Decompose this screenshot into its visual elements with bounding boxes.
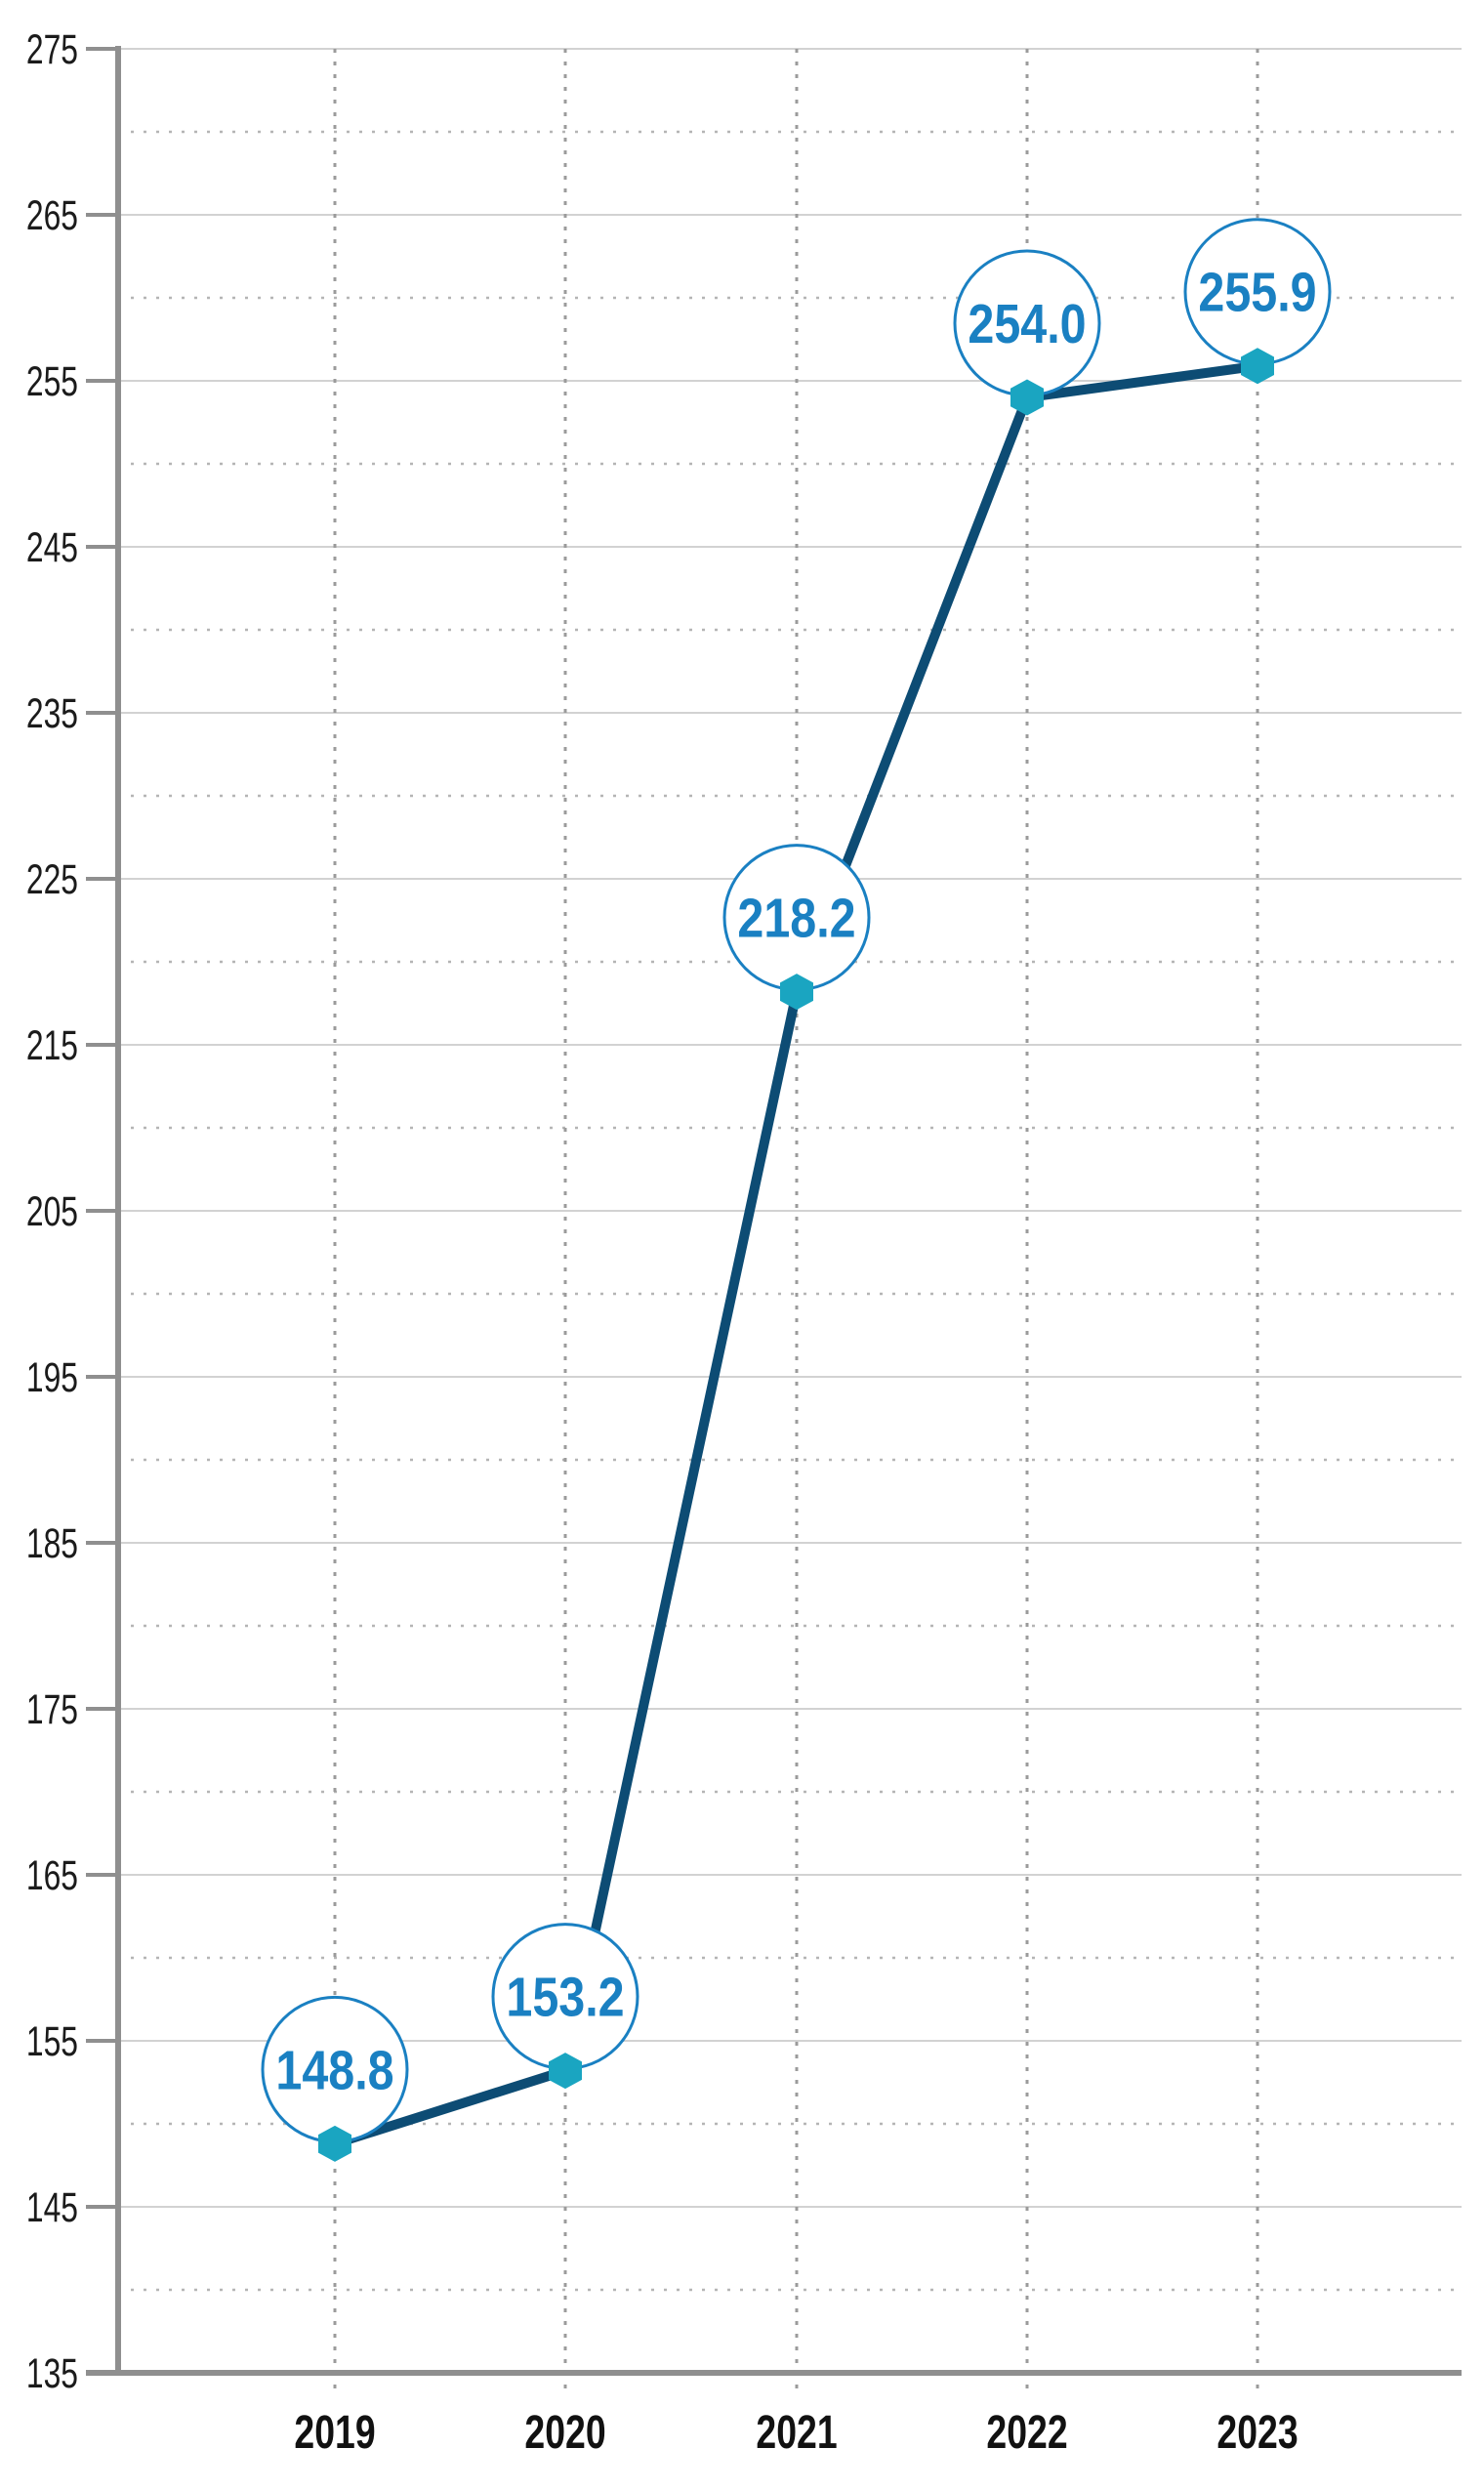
y-axis-tick-label: 235: [26, 691, 78, 738]
y-axis-tick-label: 145: [26, 2185, 78, 2232]
data-point-label: 255.9: [1198, 262, 1316, 324]
x-axis-tick-label: 2019: [294, 2406, 375, 2459]
x-axis-tick-label: 2020: [524, 2406, 605, 2459]
y-axis-tick-label: 165: [26, 1853, 78, 1900]
x-axis-tick-label: 2021: [756, 2406, 837, 2459]
y-axis-tick-label: 195: [26, 1355, 78, 1402]
y-axis-tick-label: 215: [26, 1023, 78, 1070]
data-points: 148.8 153.2 218.2 254.0 255.9: [261, 218, 1332, 2162]
data-point-label: 254.0: [968, 293, 1086, 355]
axes: [86, 46, 1462, 2376]
data-point-marker: [549, 2053, 582, 2090]
data-point-marker: [318, 2125, 351, 2162]
data-point-label: 218.2: [737, 888, 855, 950]
y-axis-tick-label: 185: [26, 1521, 78, 1568]
y-axis-tick-label: 175: [26, 1687, 78, 1734]
y-axis-tick-label: 205: [26, 1189, 78, 1236]
y-axis-tick-label: 225: [26, 857, 78, 904]
y-axis-tick-label: 155: [26, 2019, 78, 2066]
data-point-label: 153.2: [506, 1967, 624, 2029]
y-axis-tick-label: 265: [26, 193, 78, 240]
data-point-marker: [780, 974, 813, 1011]
x-axis-tick-label: 2023: [1216, 2406, 1298, 2459]
axis-labels: 135 145 155 165 175 185 195 205 215 225 235 245 255 2…: [26, 27, 1298, 2459]
y-axis-tick-label: 255: [26, 359, 78, 406]
y-axis-tick-label: 135: [26, 2351, 78, 2398]
data-point-marker: [1010, 379, 1044, 416]
x-axis-tick-label: 2022: [986, 2406, 1067, 2459]
data-point-marker: [1241, 348, 1274, 385]
data-point-label: 148.8: [275, 2040, 393, 2102]
y-axis-tick-label: 245: [26, 525, 78, 572]
y-axis-tick-label: 275: [26, 27, 78, 74]
